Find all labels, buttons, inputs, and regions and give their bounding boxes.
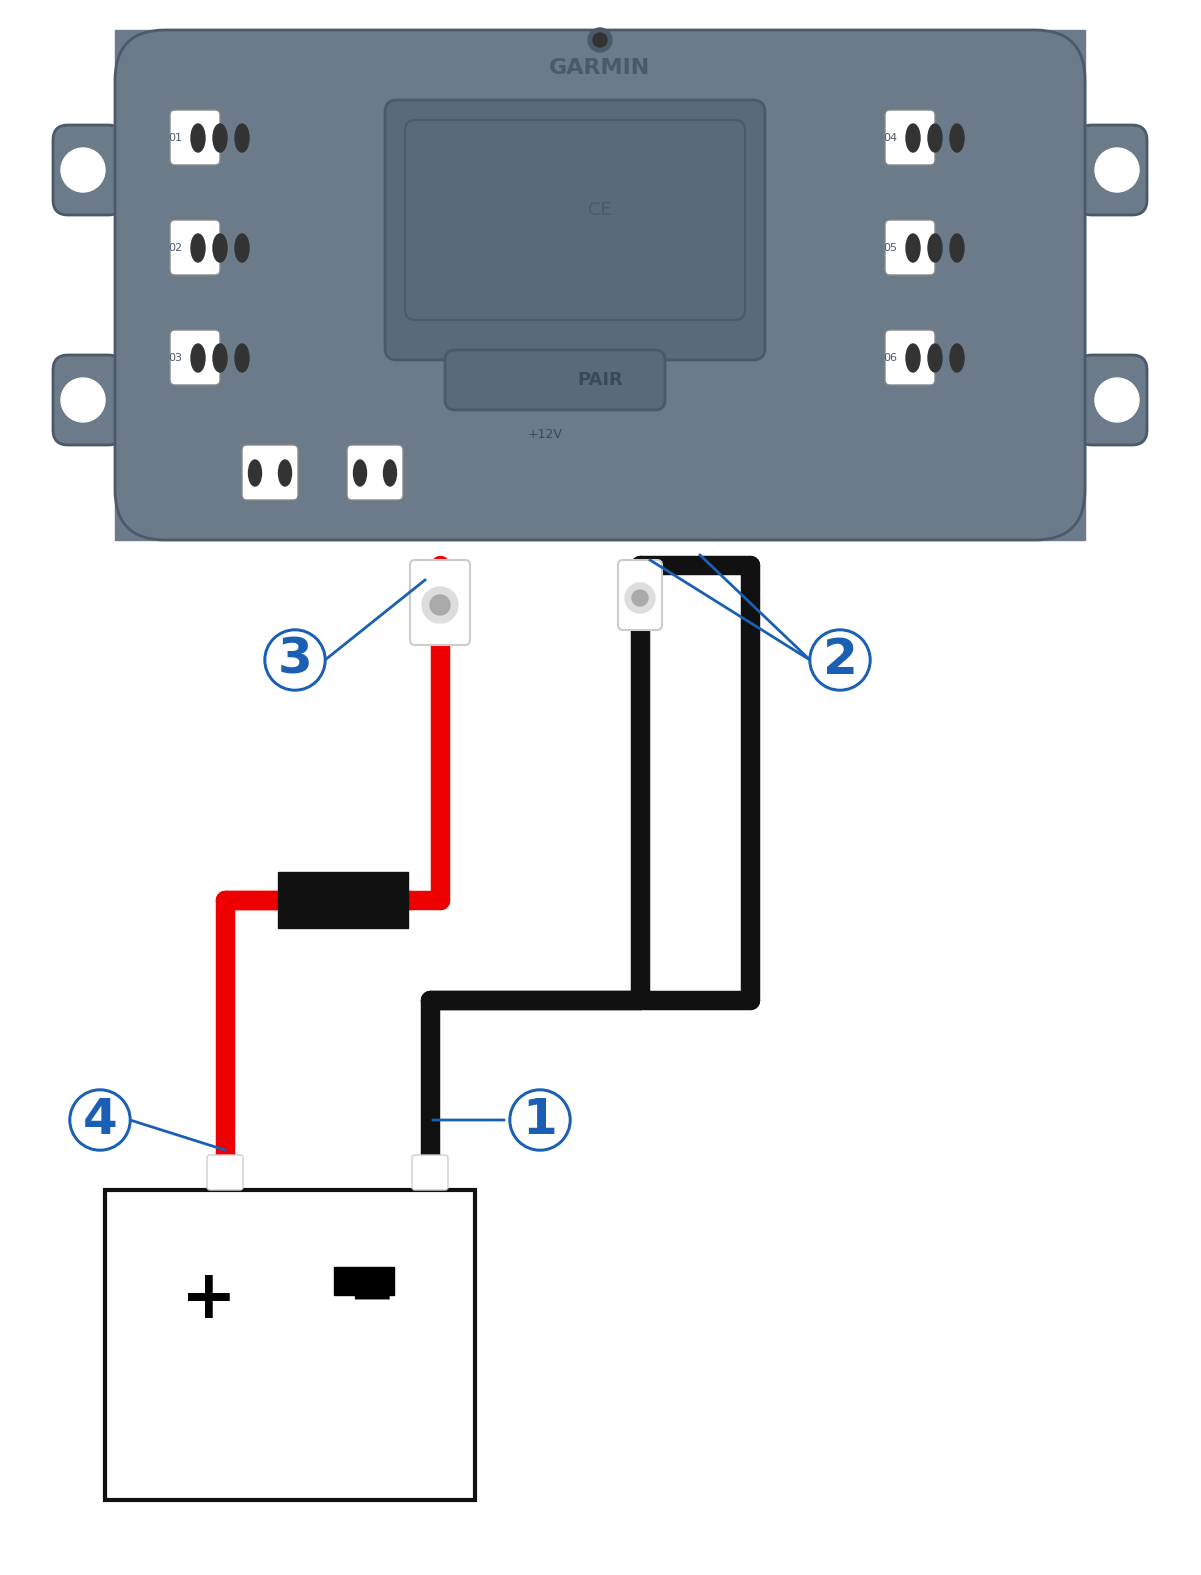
Text: PAIR: PAIR <box>578 372 623 389</box>
FancyBboxPatch shape <box>207 1154 243 1191</box>
Circle shape <box>61 148 104 192</box>
Ellipse shape <box>235 124 249 153</box>
Circle shape <box>807 627 873 693</box>
Ellipse shape <box>906 124 920 153</box>
FancyBboxPatch shape <box>619 561 662 630</box>
Ellipse shape <box>383 460 396 487</box>
FancyBboxPatch shape <box>446 350 665 410</box>
Ellipse shape <box>928 235 942 261</box>
Circle shape <box>262 627 328 693</box>
Ellipse shape <box>213 343 227 372</box>
Ellipse shape <box>950 124 964 153</box>
Text: +12V: +12V <box>527 428 562 441</box>
Text: 3: 3 <box>277 636 312 684</box>
FancyBboxPatch shape <box>412 1154 448 1191</box>
Circle shape <box>67 1087 133 1153</box>
Circle shape <box>809 628 871 691</box>
Circle shape <box>625 583 655 613</box>
Circle shape <box>72 1091 129 1148</box>
FancyBboxPatch shape <box>116 32 1083 539</box>
Circle shape <box>264 628 325 691</box>
Ellipse shape <box>279 460 292 487</box>
Ellipse shape <box>249 460 262 487</box>
Ellipse shape <box>906 343 920 372</box>
Ellipse shape <box>213 235 227 261</box>
Ellipse shape <box>906 235 920 261</box>
Bar <box>104 1191 476 1499</box>
FancyBboxPatch shape <box>53 354 123 446</box>
FancyBboxPatch shape <box>410 561 470 646</box>
Ellipse shape <box>213 124 227 153</box>
Circle shape <box>512 1091 568 1148</box>
Text: +: + <box>180 1265 237 1331</box>
Text: 02: 02 <box>168 243 183 254</box>
FancyBboxPatch shape <box>241 446 298 499</box>
Bar <box>277 873 408 928</box>
FancyBboxPatch shape <box>171 110 220 165</box>
Circle shape <box>509 1088 570 1151</box>
Ellipse shape <box>353 460 366 487</box>
FancyBboxPatch shape <box>1077 124 1147 216</box>
Ellipse shape <box>950 235 964 261</box>
Text: 03: 03 <box>168 353 183 362</box>
FancyBboxPatch shape <box>171 221 220 276</box>
Text: 04: 04 <box>883 132 897 143</box>
Text: 4: 4 <box>83 1096 118 1143</box>
Circle shape <box>430 595 450 614</box>
FancyBboxPatch shape <box>53 124 123 216</box>
Circle shape <box>507 1087 573 1153</box>
FancyBboxPatch shape <box>115 30 1085 540</box>
Circle shape <box>68 1088 131 1151</box>
Ellipse shape <box>928 124 942 153</box>
Text: −: − <box>348 1271 395 1326</box>
FancyBboxPatch shape <box>885 221 936 276</box>
Text: 1: 1 <box>522 1096 557 1143</box>
Bar <box>115 30 1085 540</box>
Ellipse shape <box>191 124 205 153</box>
Text: GARMIN: GARMIN <box>549 58 651 79</box>
Text: 05: 05 <box>883 243 897 254</box>
Bar <box>334 1266 394 1295</box>
Ellipse shape <box>235 235 249 261</box>
FancyBboxPatch shape <box>405 120 745 320</box>
FancyBboxPatch shape <box>386 99 765 361</box>
Ellipse shape <box>191 235 205 261</box>
Text: 06: 06 <box>883 353 897 362</box>
FancyBboxPatch shape <box>885 110 936 165</box>
Circle shape <box>632 591 649 606</box>
FancyBboxPatch shape <box>347 446 404 499</box>
Ellipse shape <box>191 343 205 372</box>
FancyBboxPatch shape <box>171 331 220 384</box>
Circle shape <box>588 28 613 52</box>
Circle shape <box>1095 378 1139 422</box>
Circle shape <box>1095 148 1139 192</box>
Circle shape <box>267 632 323 688</box>
Circle shape <box>422 587 458 624</box>
FancyBboxPatch shape <box>115 30 1085 540</box>
Ellipse shape <box>235 343 249 372</box>
Ellipse shape <box>928 343 942 372</box>
Text: 2: 2 <box>823 636 858 684</box>
Text: CE: CE <box>588 202 611 219</box>
Text: 01: 01 <box>168 132 183 143</box>
FancyBboxPatch shape <box>885 331 936 384</box>
FancyBboxPatch shape <box>1077 354 1147 446</box>
Ellipse shape <box>950 343 964 372</box>
Circle shape <box>61 378 104 422</box>
Circle shape <box>593 33 607 47</box>
Circle shape <box>812 632 868 688</box>
